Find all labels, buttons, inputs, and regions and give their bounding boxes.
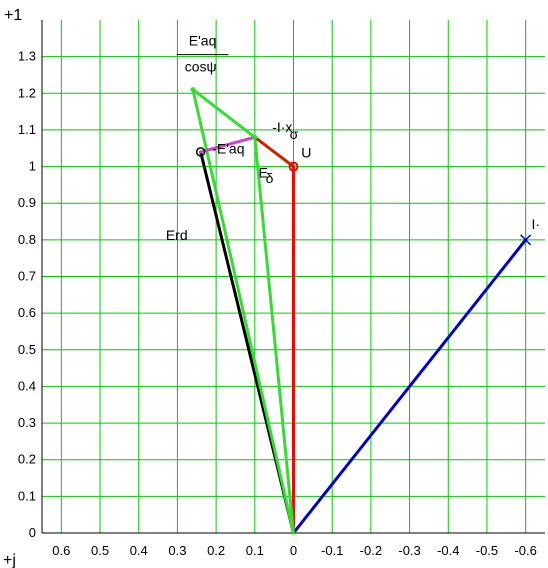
x-tick-label: 0.2 bbox=[207, 543, 225, 558]
label-cos: cosψ bbox=[185, 58, 217, 74]
x-tick-label: 0.5 bbox=[91, 543, 109, 558]
x-tick-label: 0.1 bbox=[246, 543, 264, 558]
label-e-aq: -E'aq bbox=[212, 141, 244, 157]
phasor-labels: E'aq cosψ -I·xσU -E'aq Eδ Erd I· bbox=[166, 33, 540, 243]
y-tick-label: 0 bbox=[29, 525, 36, 540]
segment-e-delta bbox=[253, 135, 295, 535]
x-tick-label: 0.4 bbox=[130, 543, 148, 558]
label-e: E bbox=[259, 165, 268, 181]
x-tick-label: 0.3 bbox=[168, 543, 186, 558]
y-tick-label: 0.4 bbox=[18, 378, 36, 393]
segment-e-aq bbox=[191, 88, 295, 535]
x-tick-label: 0 bbox=[290, 543, 297, 558]
label-u: U bbox=[301, 144, 311, 160]
label-e-aq: E'aq bbox=[189, 33, 217, 49]
x-tick-label: -0.6 bbox=[514, 543, 536, 558]
point-marker-u bbox=[288, 161, 299, 172]
point-marker-i-cross bbox=[520, 234, 532, 246]
label-sym: σ bbox=[290, 126, 299, 142]
point-marker-erd bbox=[195, 147, 206, 157]
label-i: I· bbox=[531, 216, 540, 232]
segment-i-x bbox=[253, 135, 295, 169]
x-axis-label: +j bbox=[3, 552, 16, 568]
x-tick-label: -0.1 bbox=[321, 543, 343, 558]
y-tick-label: 0.6 bbox=[18, 305, 36, 320]
y-tick-label: 0.1 bbox=[18, 488, 36, 503]
segment-e-aq bbox=[199, 135, 257, 154]
y-tick-label: 0.9 bbox=[18, 195, 36, 210]
x-tick-label: 0.6 bbox=[52, 543, 70, 558]
tick-labels: 0.6 0.5 0.4 0.3 0.2 0.1 0 -0.1 -0.2 -0.3 -0.4 -0.5 -… bbox=[18, 49, 537, 558]
label-sym: δ bbox=[266, 170, 274, 186]
x-tick-label: -0.5 bbox=[476, 543, 498, 558]
x-tick-label: -0.4 bbox=[437, 543, 459, 558]
x-tick-label: -0.3 bbox=[398, 543, 420, 558]
y-tick-label: 0.3 bbox=[18, 415, 36, 430]
y-tick-label: 1.3 bbox=[18, 49, 36, 64]
y-tick-label: 1.1 bbox=[18, 122, 36, 137]
label-i-x: -I·x bbox=[272, 119, 292, 135]
label-erd: Erd bbox=[166, 227, 188, 243]
segment-i bbox=[292, 238, 528, 535]
y-tick-label: 0.7 bbox=[18, 269, 36, 284]
y-tick-label: 1 bbox=[29, 159, 36, 174]
y-tick-label: 0.2 bbox=[18, 452, 36, 467]
y-tick-label: 0.8 bbox=[18, 232, 36, 247]
x-tick-label: -0.2 bbox=[360, 543, 382, 558]
phasor-segments bbox=[191, 88, 528, 535]
segment-e-aq-cos bbox=[191, 88, 257, 139]
y-tick-label: 0.5 bbox=[18, 342, 36, 357]
y-tick-label: 1.2 bbox=[18, 85, 36, 100]
point-marker-eaq-tip bbox=[190, 87, 196, 93]
point-markers bbox=[190, 87, 532, 246]
y-axis-label: +1 bbox=[4, 7, 22, 24]
point-marker-e-delta bbox=[252, 134, 258, 140]
